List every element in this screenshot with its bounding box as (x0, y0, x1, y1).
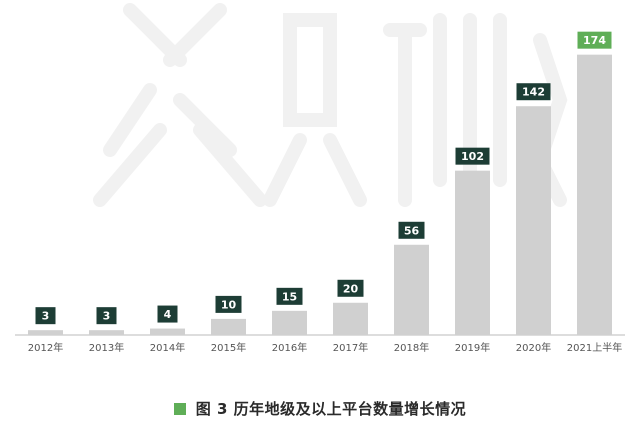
bar-9 (577, 54, 612, 336)
data-label-box-7 (455, 147, 490, 165)
x-tick-label-9: 2021上半年 (567, 341, 622, 354)
bar-6 (394, 244, 429, 335)
x-tick-label-5: 2017年 (333, 341, 368, 354)
x-tick-label-3: 2015年 (211, 341, 246, 354)
data-label-4: 15 (282, 290, 297, 303)
data-label-7: 102 (461, 150, 484, 163)
x-tick-label-0: 2012年 (28, 341, 63, 354)
bar-7 (455, 170, 490, 335)
data-label-box-1 (96, 307, 117, 325)
data-label-box-5 (337, 279, 364, 297)
bar-8 (516, 106, 551, 335)
bar-1 (89, 330, 124, 335)
caption-text: 图 3 历年地级及以上平台数量增长情况 (195, 400, 467, 418)
data-label-0: 3 (42, 310, 50, 323)
bar-2 (150, 328, 185, 335)
data-label-5: 20 (343, 282, 359, 295)
x-tick-label-1: 2013年 (89, 341, 124, 354)
data-label-3: 10 (221, 298, 237, 311)
x-tick-label-8: 2020年 (516, 341, 551, 354)
data-label-1: 3 (103, 310, 111, 323)
data-label-box-8 (516, 83, 551, 101)
x-tick-label-7: 2019年 (455, 341, 490, 354)
x-tick-label-6: 2018年 (394, 341, 429, 354)
data-label-9: 174 (583, 34, 606, 47)
data-label-2: 4 (164, 308, 172, 321)
figure-caption: 图 3 历年地级及以上平台数量增长情况 (0, 398, 640, 419)
data-label-box-2 (157, 305, 178, 323)
data-label-box-3 (215, 295, 242, 313)
x-tick-label-2: 2014年 (150, 341, 185, 354)
data-label-6: 56 (404, 224, 420, 237)
data-label-box-0 (35, 307, 56, 325)
bar-chart: 3 3 4 10 15 20 56 102 142 174 2012年 2013年 2014年 2015… (15, 31, 625, 354)
data-label-box-9 (577, 31, 612, 49)
x-tick-label-4: 2016年 (272, 341, 307, 354)
bar-3 (211, 318, 246, 335)
caption-marker (173, 402, 186, 415)
bar-0 (28, 330, 63, 335)
data-label-box-6 (398, 221, 425, 239)
bar-4 (272, 310, 307, 335)
data-label-8: 142 (522, 86, 545, 99)
data-label-box-4 (276, 287, 303, 305)
bar-5 (333, 302, 368, 335)
